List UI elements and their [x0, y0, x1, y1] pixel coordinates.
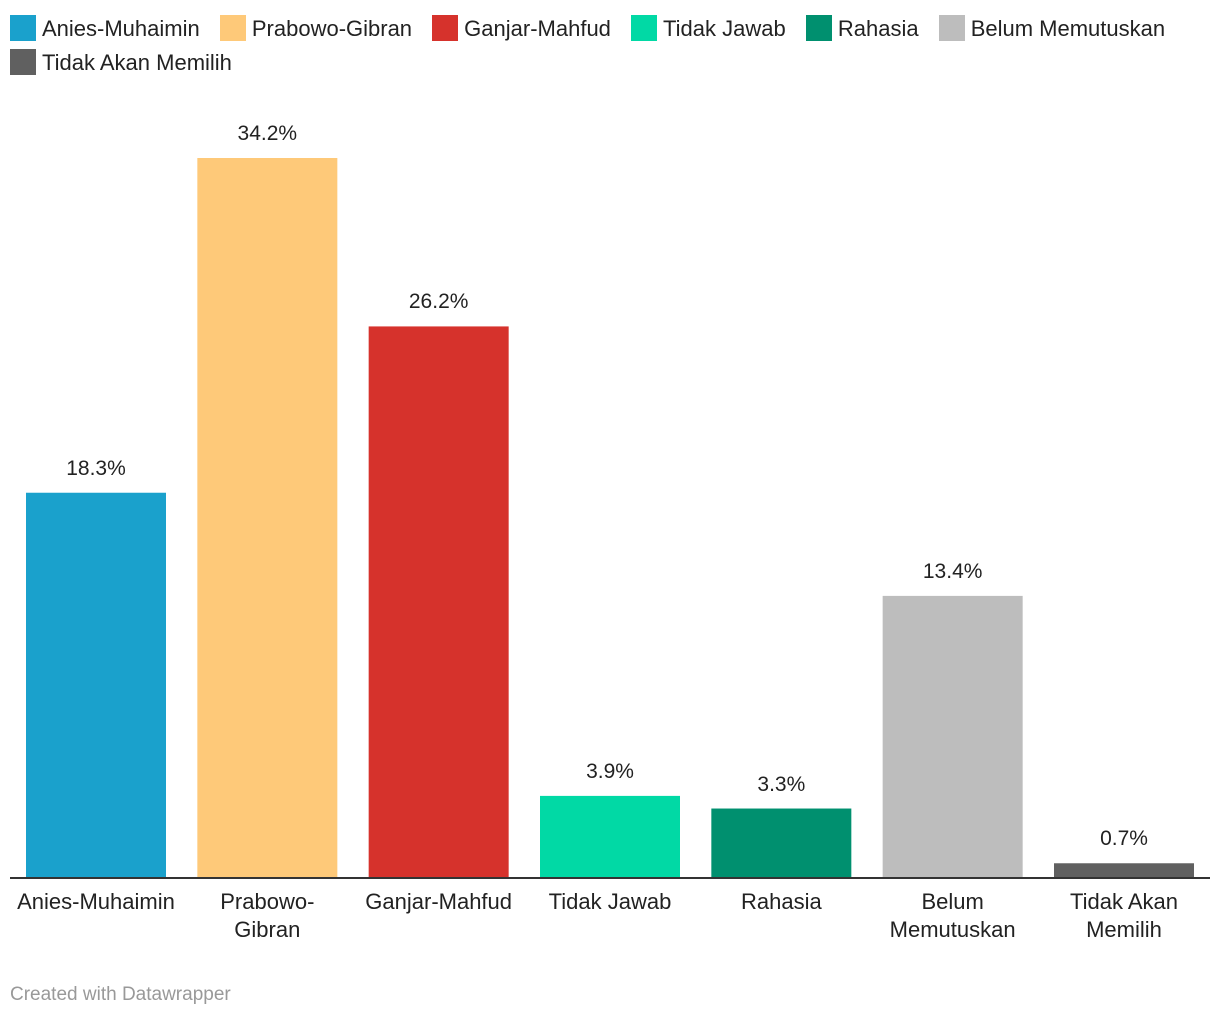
legend-label: Rahasia	[837, 16, 919, 41]
value-label: 34.2%	[237, 122, 298, 145]
x-tick-label: Tidak Jawab	[548, 889, 672, 914]
legend-swatch	[432, 15, 459, 41]
legend-swatch	[805, 15, 832, 41]
value-label: 18.3%	[66, 456, 126, 480]
bar	[197, 158, 338, 878]
legend-swatch	[938, 15, 965, 41]
x-tick-label: Prabowo-Gibran	[220, 889, 315, 942]
bar	[711, 808, 852, 878]
legend-label: Ganjar-Mahfud	[464, 16, 611, 41]
bar	[26, 492, 166, 878]
legend-label: Tidak Jawab	[663, 16, 786, 41]
x-tick-label: Tidak Akan Memilih	[1069, 889, 1179, 942]
footer: Created with Datawrapper	[10, 984, 231, 1005]
legend-item: Ganjar-Mahfud	[432, 15, 611, 41]
x-tick-label: Rahasia	[740, 889, 822, 914]
bar	[1054, 863, 1194, 878]
legend-item: Anies-Muhaimin	[10, 15, 200, 41]
legend-item: Prabowo-Gibran	[219, 15, 413, 41]
legend: Anies-Muhaimin Prabowo-Gibran Ganjar-Mah…	[10, 12, 1210, 80]
value-label: 26.2%	[408, 290, 469, 314]
x-tick-label: Belum Memutuskan	[889, 889, 1016, 942]
legend-item: Belum Memutuskan	[938, 15, 1166, 41]
legend-swatch	[631, 15, 658, 41]
x-tick-label: Anies-Muhaimin	[17, 889, 175, 914]
legend-swatch	[10, 15, 36, 41]
value-label: 13.4%	[922, 559, 983, 583]
legend-swatch	[219, 15, 246, 41]
legend-item: Tidak Jawab	[631, 15, 786, 41]
legend-label: Prabowo-Gibran	[251, 16, 413, 41]
bar	[540, 795, 680, 878]
legend-item: Rahasia	[805, 15, 919, 41]
x-tick-label: Ganjar-Mahfud	[365, 889, 513, 914]
legend-label: Anies-Muhaimin	[42, 16, 200, 41]
legend-swatch	[10, 49, 36, 75]
legend-label: Belum Memutuskan	[970, 16, 1166, 41]
value-label: 3.3%	[757, 772, 806, 796]
legend-item: Tidak Akan Memilih	[10, 49, 232, 75]
bar	[882, 595, 1023, 878]
bar	[368, 326, 509, 879]
value-label: 3.9%	[586, 759, 634, 783]
legend-label: Tidak Akan Memilih	[42, 50, 232, 75]
value-label: 0.7%	[1100, 827, 1148, 851]
